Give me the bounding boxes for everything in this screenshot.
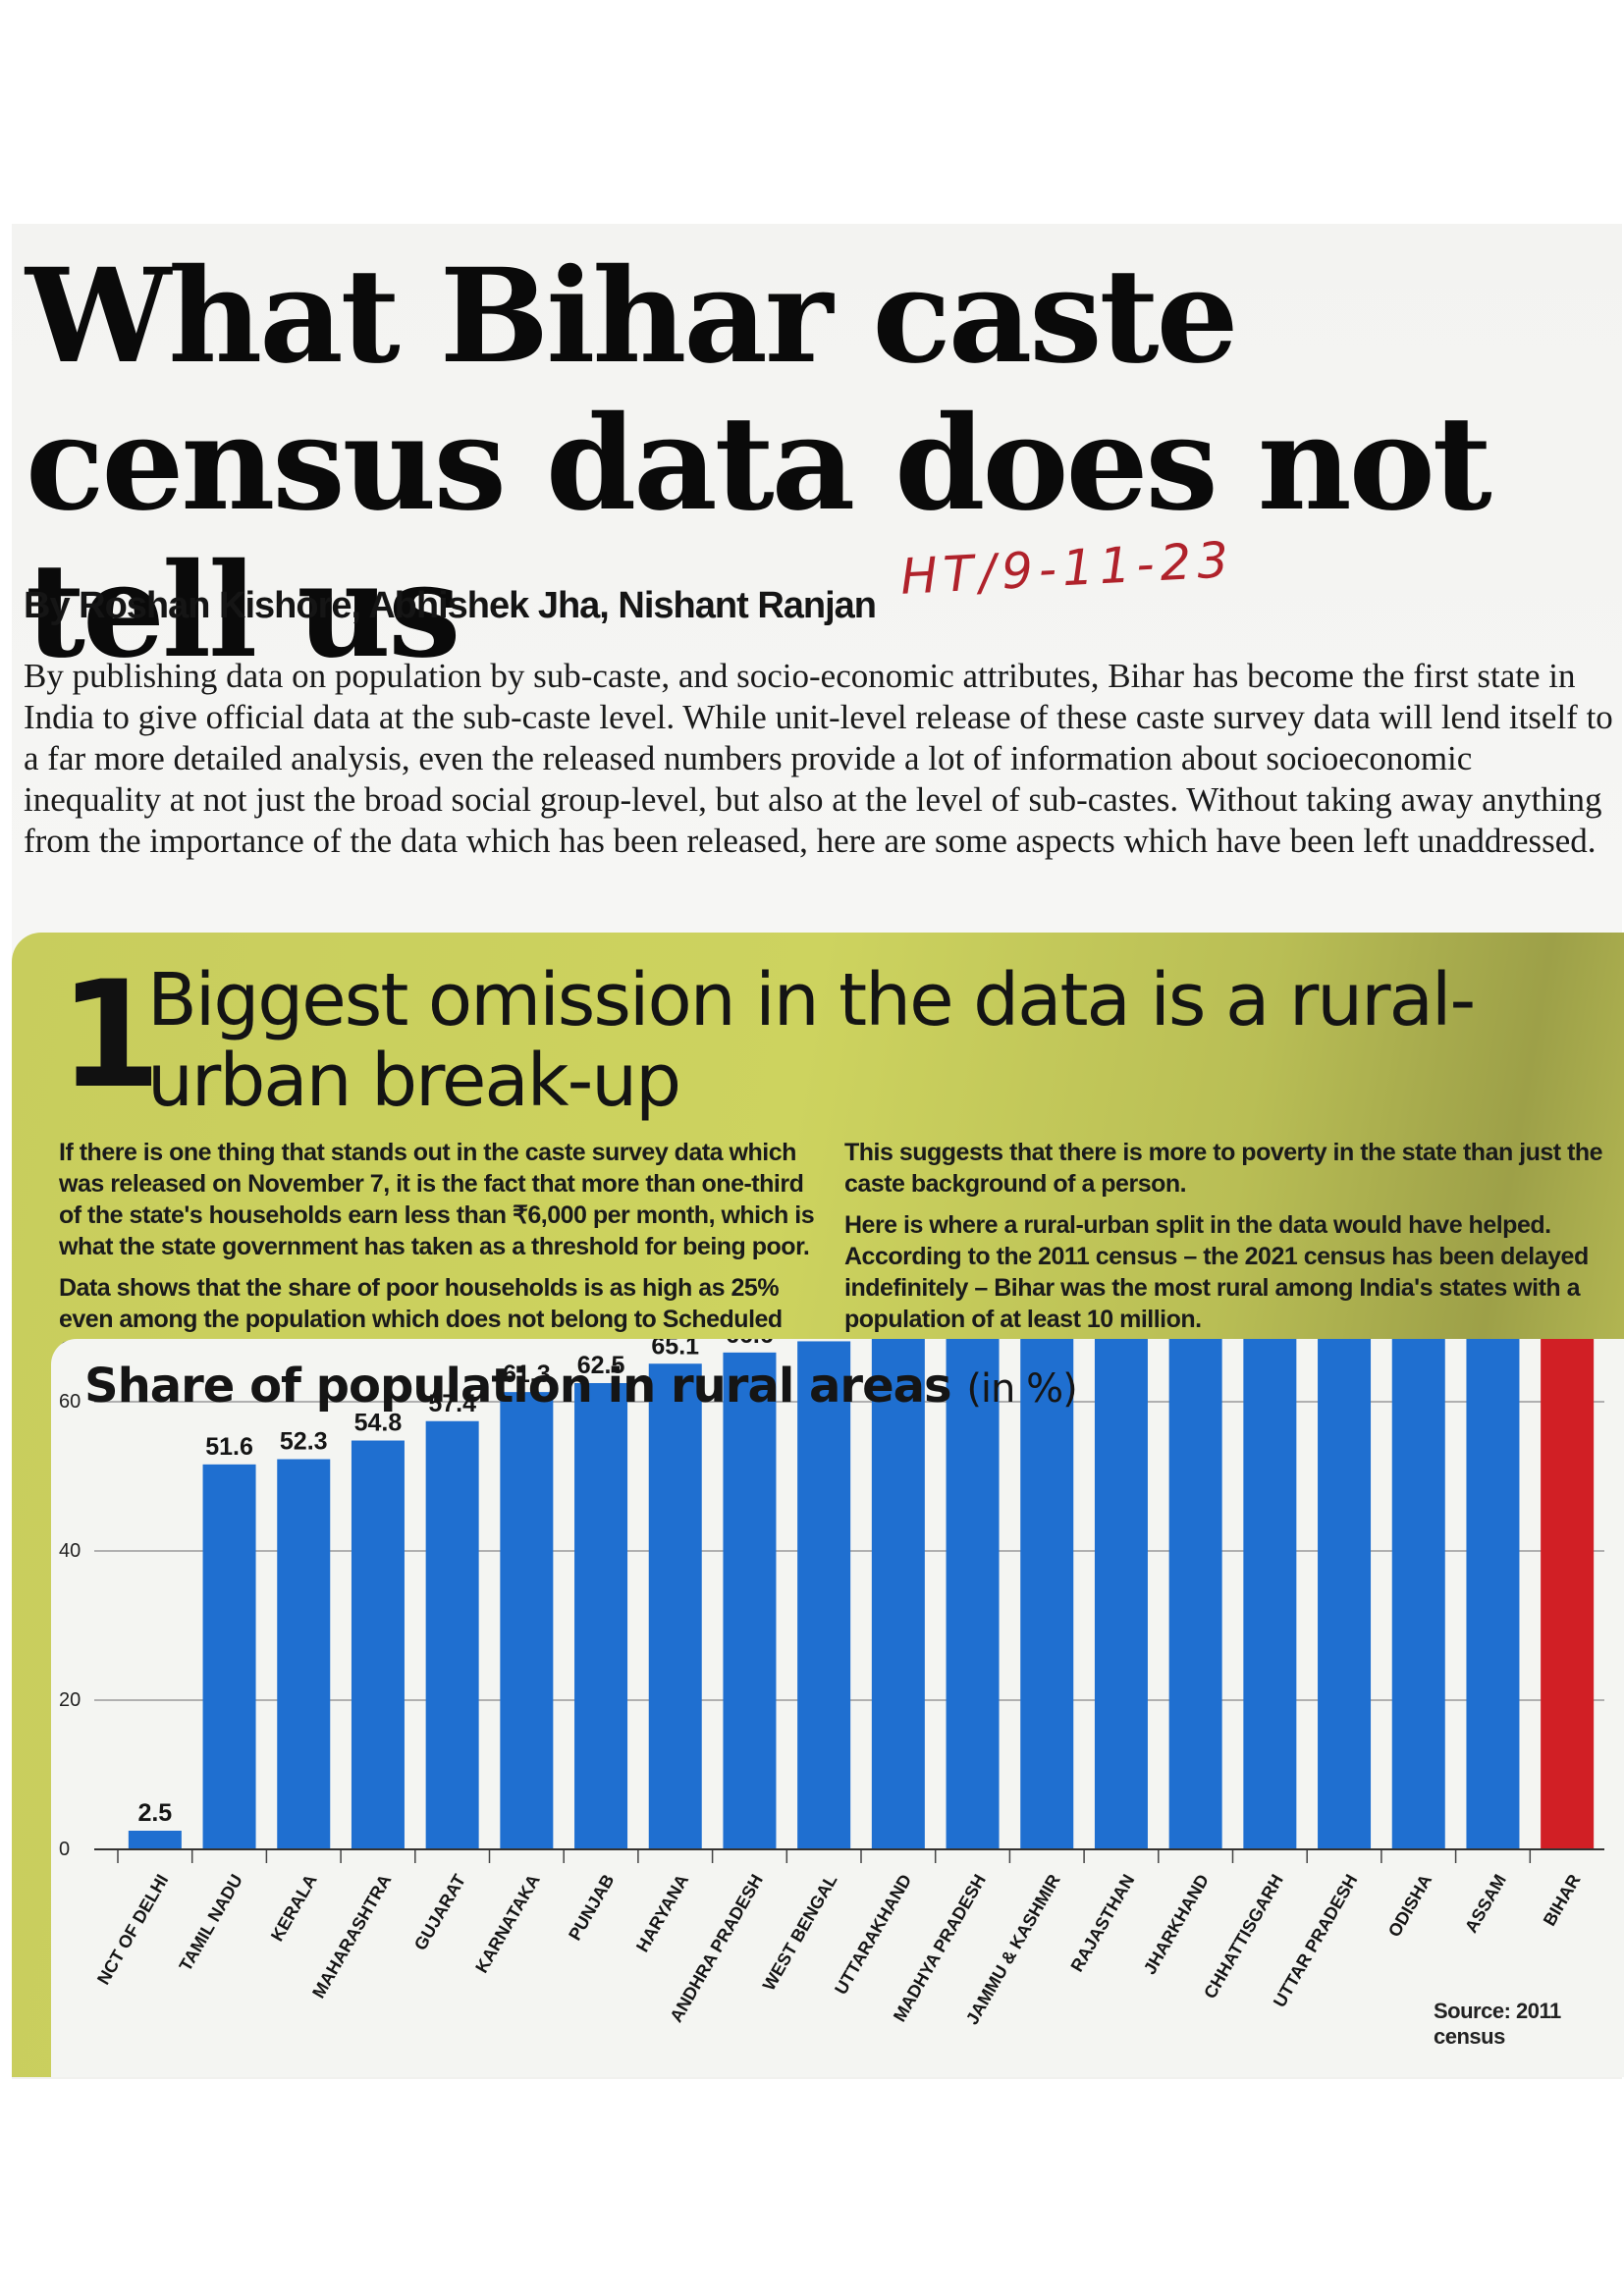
x-category-label: UTTAR PRADESH (1270, 1871, 1362, 2010)
byline: By Roshan Kishore, Abhishek Jha, Nishant… (24, 585, 877, 626)
bar (723, 1352, 777, 1849)
bar (277, 1459, 331, 1849)
chart-source: Source: 2011 census (1434, 1999, 1561, 2049)
bar-value-label: 52.3 (280, 1428, 328, 1456)
y-tick-label: 0 (59, 1839, 70, 1860)
x-category-label: WEST BENGAL (759, 1871, 841, 1994)
bar (1391, 1339, 1445, 1849)
chart-title: Share of population in rural areas (in %… (84, 1359, 1078, 1414)
x-category-label: PUNJAB (565, 1871, 618, 1944)
x-category-label: BIHAR (1540, 1871, 1585, 1929)
headline: What Bihar caste census data does not te… (26, 240, 1492, 687)
bar-value-label: 65.1 (651, 1339, 699, 1360)
x-category-label: CHHATTISGARH (1200, 1871, 1287, 2002)
chart-title-text: Share of population in rural areas (84, 1359, 952, 1414)
bar (351, 1440, 405, 1849)
bar (1541, 1339, 1595, 1849)
left-paragraph-1: If there is one thing that stands out in… (59, 1139, 815, 1260)
bar-value-label: 66.6 (726, 1339, 774, 1349)
bar (648, 1363, 702, 1849)
section-number: 1 (59, 950, 161, 1121)
x-category-label: ODISHA (1384, 1871, 1435, 1941)
bar (946, 1339, 1000, 1849)
y-tick-label: 40 (59, 1540, 81, 1562)
x-category-label: UTTARAKHAND (831, 1871, 915, 1998)
bar-value-label: 62.5 (577, 1352, 625, 1379)
bar (1243, 1339, 1297, 1849)
bar (1318, 1339, 1372, 1849)
x-category-label: KARNATAKA (471, 1871, 543, 1976)
x-category-label: NCT OF DELHI (93, 1871, 172, 1988)
bar (202, 1464, 256, 1849)
x-category-label: GUJARAT (410, 1871, 469, 1953)
section-panel: 1 Biggest omission in the data is a rura… (12, 933, 1624, 2077)
bar-value-label: 57.4 (428, 1390, 476, 1417)
bar (425, 1420, 479, 1849)
right-column: This suggests that there is more to pove… (844, 1137, 1620, 1345)
bar (871, 1339, 925, 1849)
newspaper-page: What Bihar caste census data does not te… (12, 224, 1624, 2079)
x-category-label: RAJASTHAN (1067, 1871, 1139, 1975)
bar (128, 1831, 182, 1849)
x-category-label: JHARKHAND (1140, 1871, 1213, 1978)
bar (1466, 1339, 1520, 1849)
x-category-label: HARYANA (632, 1871, 692, 1955)
bar (1094, 1339, 1148, 1849)
bar (574, 1383, 628, 1849)
bar-value-label: 2.5 (137, 1799, 172, 1827)
x-category-label: ASSAM (1461, 1871, 1510, 1936)
x-category-label: MAHARASHTRA (308, 1871, 395, 2002)
bar-value-label: 61.3 (503, 1361, 551, 1388)
bar (1168, 1339, 1222, 1849)
bar (1020, 1339, 1074, 1849)
bar-value-label: 54.8 (354, 1410, 403, 1437)
y-tick-label: 20 (59, 1689, 81, 1711)
y-tick-label: 60 (59, 1391, 81, 1413)
x-category-label: TAMIL NADU (176, 1871, 246, 1975)
bar (797, 1341, 851, 1849)
right-paragraph-1: This suggests that there is more to pove… (844, 1139, 1603, 1198)
section-title: Biggest omission in the data is a rural-… (147, 958, 1476, 1123)
bar (500, 1392, 554, 1849)
right-paragraph-2: Here is where a rural-urban split in the… (844, 1211, 1589, 1333)
x-category-label: KERALA (267, 1871, 321, 1945)
bar-value-label: 51.6 (205, 1433, 253, 1461)
intro-paragraph: By publishing data on population by sub-… (24, 657, 1613, 860)
chart-unit-label: (in %) (966, 1366, 1077, 1412)
